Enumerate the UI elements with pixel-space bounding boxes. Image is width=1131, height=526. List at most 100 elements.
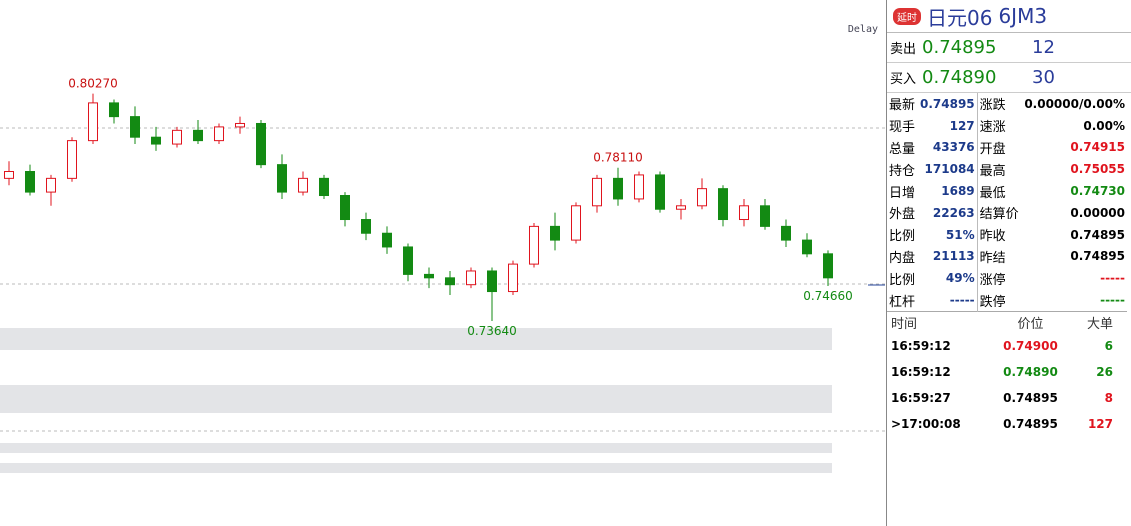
stat-label: 结算价: [976, 201, 1022, 224]
price-annotation: 0.74660: [803, 289, 853, 303]
time: 16:59:12: [891, 364, 951, 379]
candle-body: [25, 171, 35, 193]
stat-label: 昨结: [976, 245, 1022, 268]
candle-body: [466, 270, 476, 286]
code: 6JM3: [998, 4, 1048, 28]
price: 0.74890: [1003, 364, 1058, 379]
size: 6: [1104, 338, 1113, 353]
badge: 延时: [893, 7, 921, 25]
stat-label: 涨停: [976, 267, 1022, 290]
time: >17:00:08: [891, 416, 961, 431]
price: 0.74900: [1003, 338, 1058, 353]
stat-label: 外盘: [889, 207, 916, 223]
trades-table: 时间 价位 大单 16:59:12 0.74900 6 16:59:12 0.74890 26 1…: [887, 312, 1127, 437]
stat-label: 最低: [976, 180, 1022, 202]
stats-table: 最新 0.74895 涨跌 0.00000/0.00% 现手 127 速涨 0.00% 总量 43…: [887, 93, 1127, 312]
size: 大单: [1086, 316, 1113, 332]
candle-body: [193, 129, 203, 142]
candle-body: [340, 195, 350, 221]
stat-label: 日增: [889, 185, 916, 201]
stat-value: 22263: [932, 205, 975, 220]
candle-body: [130, 116, 140, 138]
stat-label: 最高: [976, 158, 1022, 181]
stat-value: -----: [949, 293, 975, 308]
stat-label: 杠杆: [889, 294, 916, 310]
time: 16:59:27: [891, 390, 951, 405]
candle-body: [613, 177, 623, 200]
stat-value: 127: [949, 118, 975, 133]
candle-body: [235, 122, 245, 128]
candle-body: [634, 174, 644, 200]
price-annotation: 0.80270: [68, 77, 118, 91]
candle-body: [4, 171, 14, 179]
stat-label: 最新: [889, 98, 916, 114]
title: 日元06: [927, 5, 993, 30]
candle-body: [109, 102, 119, 118]
candle-body: [256, 122, 266, 166]
stat-label: 昨收: [976, 223, 1022, 246]
stat-label: 涨跌: [976, 93, 1022, 115]
price-annotation: 0.73640: [467, 324, 517, 338]
candle-body: [298, 177, 308, 193]
price: 0.74895: [922, 37, 997, 58]
qty: 12: [1032, 37, 1055, 58]
stat-value: 51%: [945, 227, 975, 242]
price: 0.74890: [922, 67, 997, 88]
stat-label: 总量: [889, 141, 916, 157]
volume-band: [0, 328, 832, 350]
time: 时间: [891, 316, 918, 332]
candle-body: [739, 205, 749, 221]
delay-label: Delay: [848, 24, 878, 35]
candle-body: [382, 232, 392, 248]
price-annotation: 0.78110: [593, 151, 643, 165]
price: 0.74895: [1003, 390, 1058, 405]
candle-body: [571, 205, 581, 241]
size: 26: [1096, 364, 1113, 379]
volume-band: [0, 385, 832, 413]
candle-body: [214, 126, 224, 142]
buy-row: 买入 0.74890 30: [887, 63, 1131, 93]
volume-band: [0, 463, 832, 473]
stat-value: -----: [1100, 293, 1125, 308]
stat-value: 0.75055: [1070, 162, 1125, 177]
candle-body: [361, 219, 371, 234]
stat-value: 0.74895: [1070, 249, 1125, 264]
candle-body: [487, 270, 497, 293]
candle-body: [319, 177, 329, 197]
stat-value: 0.00000: [1070, 205, 1125, 220]
stat-value: 1689: [941, 184, 975, 199]
stat-value: 171084: [924, 162, 975, 177]
candle-body: [676, 205, 686, 210]
time: 16:59:12: [891, 338, 951, 353]
candle-body: [277, 164, 287, 193]
candle-body: [802, 239, 812, 255]
label: 卖出: [890, 42, 917, 57]
header: 延时 日元06 6JM3: [887, 0, 1131, 33]
stat-label: 比例: [889, 229, 916, 245]
candle-body: [781, 225, 791, 241]
candle-body: [550, 225, 560, 241]
candle-body: [529, 225, 539, 265]
candle-body: [67, 140, 77, 179]
stat-value: 0.74895: [920, 96, 975, 111]
stat-label: 现手: [889, 120, 916, 136]
candle-body: [88, 102, 98, 142]
sell-row: 卖出 0.74895 12: [887, 33, 1131, 63]
stat-value: 0.74915: [1070, 140, 1125, 155]
candle-body: [172, 129, 182, 145]
stat-label: 跌停: [976, 289, 1022, 312]
size: 8: [1104, 390, 1113, 405]
candle-body: [823, 253, 833, 279]
stat-label: 内盘: [889, 250, 916, 266]
candle-body: [151, 136, 161, 145]
candle-body: [697, 188, 707, 207]
candle-body: [655, 174, 665, 210]
stat-value: -----: [1100, 271, 1125, 286]
qty: 30: [1032, 67, 1055, 88]
stat-value: 0.74895: [1070, 227, 1125, 242]
chart: Delay 0.80270 0.78110 0.73640 0.74660: [0, 24, 885, 473]
candle-body: [424, 273, 434, 279]
stat-label: 持仓: [889, 163, 916, 179]
candle-body: [718, 188, 728, 221]
